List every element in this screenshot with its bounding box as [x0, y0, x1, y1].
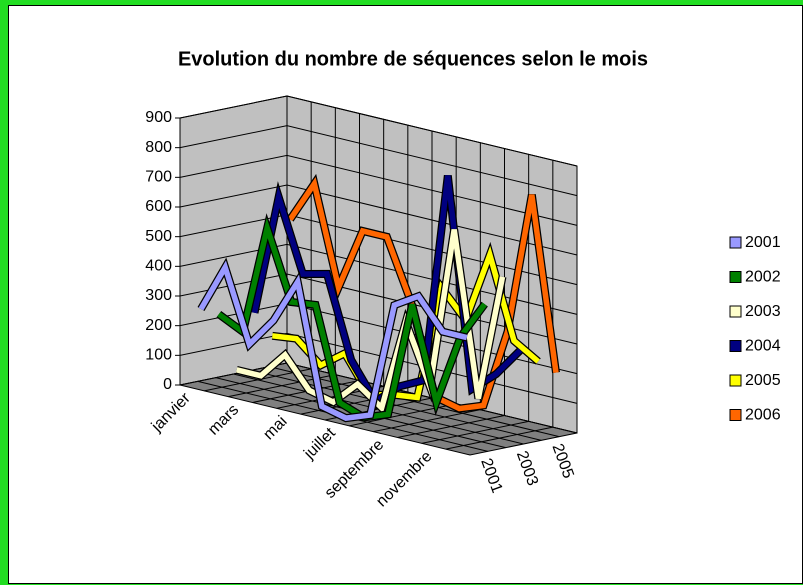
- grid-line: [179, 125, 578, 197]
- chart: Evolution du nombre de séquences selon l…: [8, 5, 803, 584]
- y-tick-label: 800: [145, 139, 172, 156]
- y-tick-label: 700: [145, 169, 172, 186]
- legend-swatch: [729, 374, 742, 387]
- y-tick-label: 900: [145, 109, 172, 126]
- y-tick-label: 600: [145, 198, 172, 215]
- y-tick-label: 0: [163, 376, 172, 393]
- legend-swatch: [729, 271, 742, 283]
- legend-swatch: [729, 409, 742, 421]
- grid-line: [179, 184, 578, 256]
- y-tick-label: 200: [145, 317, 172, 334]
- y-tick-label: 500: [145, 228, 172, 245]
- legend-swatch: [729, 305, 742, 318]
- legend-swatch: [729, 340, 742, 352]
- legend-label: 2004: [745, 338, 781, 355]
- legend-label: 2006: [745, 407, 781, 424]
- chart-title: Evolution du nombre de séquences selon l…: [178, 48, 648, 70]
- legend-swatch: [729, 236, 742, 249]
- y-tick-label: 100: [145, 347, 172, 364]
- legend-label: 2002: [745, 269, 781, 286]
- y-tick-label: 400: [145, 258, 172, 275]
- grid-line: [179, 154, 578, 226]
- legend-label: 2001: [745, 234, 781, 251]
- series-line: [198, 260, 468, 421]
- series-line: [217, 217, 487, 421]
- series-line: [236, 229, 506, 414]
- legend-label: 2003: [745, 303, 781, 320]
- y-tick-label: 300: [145, 287, 172, 304]
- grid-line: [179, 95, 578, 167]
- legend-label: 2005: [745, 372, 781, 389]
